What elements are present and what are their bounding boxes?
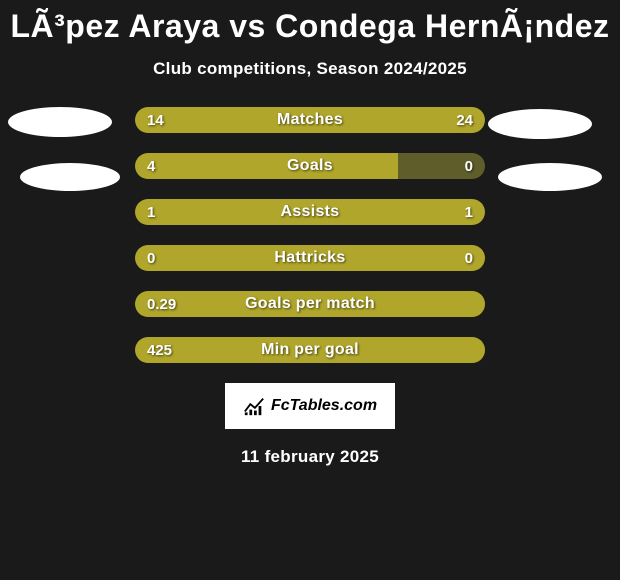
stat-value-right: 24 — [456, 107, 473, 133]
stat-value-right: 1 — [465, 199, 473, 225]
stat-label: Matches — [135, 107, 485, 133]
stat-label: Hattricks — [135, 245, 485, 271]
stat-row: Min per goal425 — [135, 337, 485, 363]
stat-value-right: 0 — [465, 153, 473, 179]
stat-value-left: 14 — [147, 107, 164, 133]
stat-row: Hattricks0 0 — [135, 245, 485, 271]
stat-value-left: 425 — [147, 337, 172, 363]
stat-label: Goals per match — [135, 291, 485, 317]
stat-row: Assists1 1 — [135, 199, 485, 225]
stat-row: Goals per match0.29 — [135, 291, 485, 317]
stat-value-left: 4 — [147, 153, 155, 179]
stat-label: Min per goal — [135, 337, 485, 363]
stat-value-right: 0 — [465, 245, 473, 271]
stat-bars: Matches1424Goals40Assists11Hattricks00Go… — [135, 107, 485, 363]
decorative-ellipse — [498, 163, 602, 191]
comparison-area: Matches1424Goals40Assists11Hattricks00Go… — [0, 107, 620, 363]
stat-row: Goals4 0 — [135, 153, 485, 179]
date-label: 11 february 2025 — [0, 447, 620, 467]
stat-label: Assists — [135, 199, 485, 225]
page-title: LÃ³pez Araya vs Condega HernÃ¡ndez — [0, 0, 620, 45]
stat-value-left: 0 — [147, 245, 155, 271]
stat-label: Goals — [135, 153, 485, 179]
decorative-ellipse — [8, 107, 112, 137]
stat-value-left: 1 — [147, 199, 155, 225]
stat-value-left: 0.29 — [147, 291, 176, 317]
decorative-ellipse — [20, 163, 120, 191]
stat-row: Matches14 24 — [135, 107, 485, 133]
subtitle: Club competitions, Season 2024/2025 — [0, 59, 620, 79]
decorative-ellipse — [488, 109, 592, 139]
